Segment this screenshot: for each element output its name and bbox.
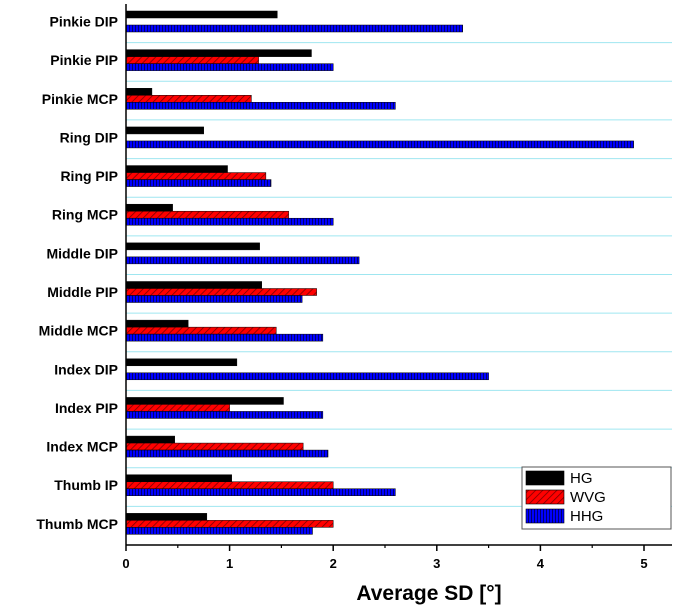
bar-hhg-ring-mcp	[125, 217, 334, 226]
bar-hg-pinkie-dip	[125, 10, 278, 19]
bar-hhg-pinkie-pip	[125, 63, 334, 71]
bar-wvg-middle-pip	[125, 288, 317, 296]
category-label: Pinkie PIP	[50, 52, 118, 68]
bar-hg-pinkie-mcp	[125, 88, 153, 96]
bar-hg-thumb-ip	[125, 474, 232, 482]
x-tick-label: 1	[226, 556, 233, 571]
bar-hg-middle-pip	[125, 281, 262, 289]
legend-label-hhg: HHG	[570, 508, 603, 525]
category-label: Index PIP	[55, 400, 118, 416]
category-label: Ring DIP	[60, 129, 118, 145]
bar-hg-middle-dip	[125, 242, 260, 251]
bar-hg-ring-dip	[125, 126, 204, 135]
bar-hhg-middle-dip	[125, 256, 360, 265]
bar-wvg-thumb-ip	[125, 481, 334, 489]
bar-hhg-ring-dip	[125, 140, 634, 149]
legend-label-wvg: WVG	[570, 489, 606, 506]
x-tick-label: 3	[433, 556, 440, 571]
legend-swatch-hg	[525, 470, 565, 486]
category-label: Middle PIP	[47, 284, 118, 300]
category-label: Index DIP	[54, 361, 118, 377]
category-label: Pinkie DIP	[50, 14, 118, 30]
bar-hg-ring-pip	[125, 165, 228, 173]
bar-hhg-thumb-ip	[125, 488, 396, 496]
legend: HG WVG HHG	[521, 466, 672, 530]
bar-wvg-ring-mcp	[125, 210, 289, 219]
gridlines	[126, 42, 672, 507]
bar-hg-index-dip	[125, 358, 238, 367]
bar-hhg-index-mcp	[125, 449, 329, 458]
bar-hhg-thumb-mcp	[125, 527, 313, 535]
bar-wvg-pinkie-pip	[125, 56, 259, 64]
bar-wvg-thumb-mcp	[125, 520, 334, 528]
legend-label-hg: HG	[570, 470, 593, 487]
bar-wvg-ring-pip	[125, 172, 267, 180]
bar-wvg-index-mcp	[125, 442, 304, 451]
x-axis-title: Average SD [°]	[356, 582, 501, 605]
legend-swatch-hhg	[525, 508, 565, 524]
bar-hhg-middle-mcp	[125, 333, 324, 342]
x-tick-label: 0	[122, 556, 129, 571]
bar-hg-thumb-mcp	[125, 513, 208, 521]
category-label: Ring PIP	[60, 168, 118, 184]
category-label: Thumb IP	[54, 477, 118, 493]
bar-hhg-index-dip	[125, 372, 489, 381]
legend-swatch-wvg	[525, 489, 565, 505]
category-label: Thumb MCP	[36, 516, 118, 532]
x-tick-labels: 0 1 2 3 4 5	[122, 556, 647, 571]
bar-hhg-middle-pip	[125, 295, 303, 303]
category-label: Index MCP	[46, 439, 118, 455]
category-label: Middle DIP	[46, 245, 118, 261]
bar-wvg-index-pip	[125, 404, 230, 412]
bar-wvg-middle-mcp	[125, 326, 277, 335]
axes	[125, 4, 672, 551]
category-labels: Pinkie DIP Pinkie PIP Pinkie MCP Ring DIP Ri…	[36, 14, 118, 532]
x-tick-label: 2	[330, 556, 337, 571]
bar-hhg-pinkie-mcp	[125, 102, 396, 110]
x-tick-label: 4	[537, 556, 545, 571]
category-label: Ring MCP	[52, 207, 118, 223]
bar-hg-index-mcp	[125, 435, 175, 444]
x-tick-label: 5	[640, 556, 647, 571]
bars	[125, 10, 634, 535]
bar-hg-pinkie-pip	[125, 49, 312, 57]
bar-hg-index-pip	[125, 397, 284, 405]
category-label: Pinkie MCP	[42, 91, 118, 107]
category-label: Middle MCP	[39, 323, 118, 339]
bar-hhg-ring-pip	[125, 179, 272, 187]
bar-hg-middle-mcp	[125, 319, 189, 328]
bar-hhg-pinkie-dip	[125, 24, 463, 33]
bar-hg-ring-mcp	[125, 203, 173, 212]
bar-wvg-pinkie-mcp	[125, 95, 252, 103]
bar-hhg-index-pip	[125, 411, 324, 419]
